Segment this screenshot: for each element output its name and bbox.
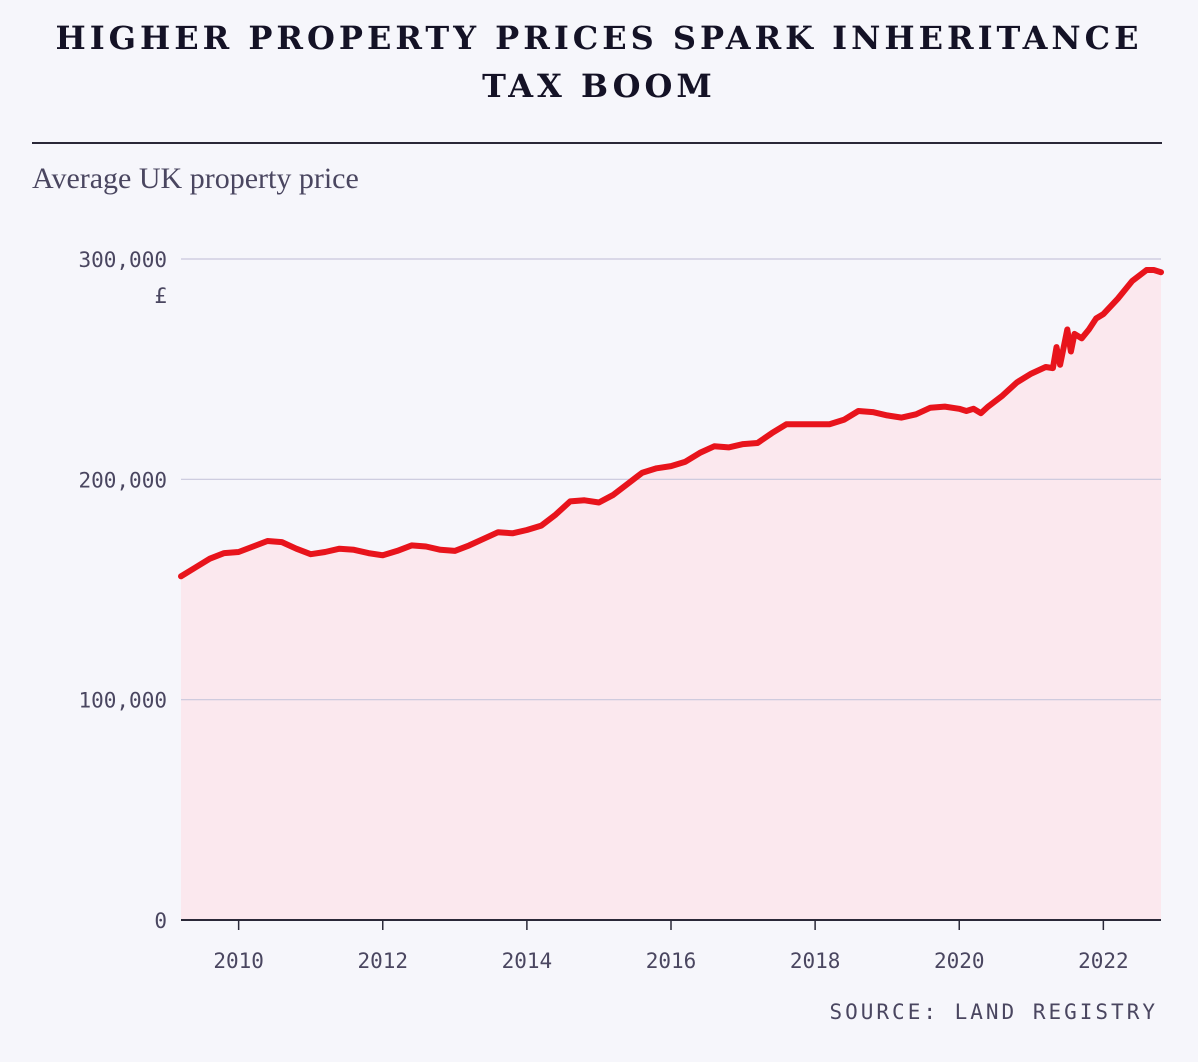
- y-tick-label: 200,000: [78, 468, 167, 492]
- x-tick-label: 2010: [213, 949, 264, 973]
- y-tick-label: 0: [154, 909, 167, 933]
- series-area-fill: [181, 270, 1161, 920]
- y-tick-label: 300,000: [78, 248, 167, 272]
- x-tick-label: 2018: [790, 949, 841, 973]
- x-tick-label: 2012: [357, 949, 408, 973]
- chart-title-line-2: TAX BOOM: [482, 67, 716, 105]
- chart-title-line-1: HIGHER PROPERTY PRICES SPARK INHERITANCE: [55, 19, 1143, 57]
- y-unit-label: £: [154, 284, 167, 308]
- title-divider: [32, 142, 1162, 144]
- x-tick-label: 2014: [502, 949, 553, 973]
- chart-title: HIGHER PROPERTY PRICES SPARK INHERITANCE…: [0, 14, 1198, 110]
- y-tick-label: 100,000: [78, 689, 167, 713]
- chart-subtitle: Average UK property price: [32, 162, 359, 195]
- x-tick-label: 2020: [934, 949, 985, 973]
- x-tick-label: 2016: [646, 949, 697, 973]
- x-tick-label: 2022: [1078, 949, 1129, 973]
- source-note: SOURCE: LAND REGISTRY: [829, 1000, 1158, 1024]
- series-line-average-uk-property-price: [178, 267, 1164, 580]
